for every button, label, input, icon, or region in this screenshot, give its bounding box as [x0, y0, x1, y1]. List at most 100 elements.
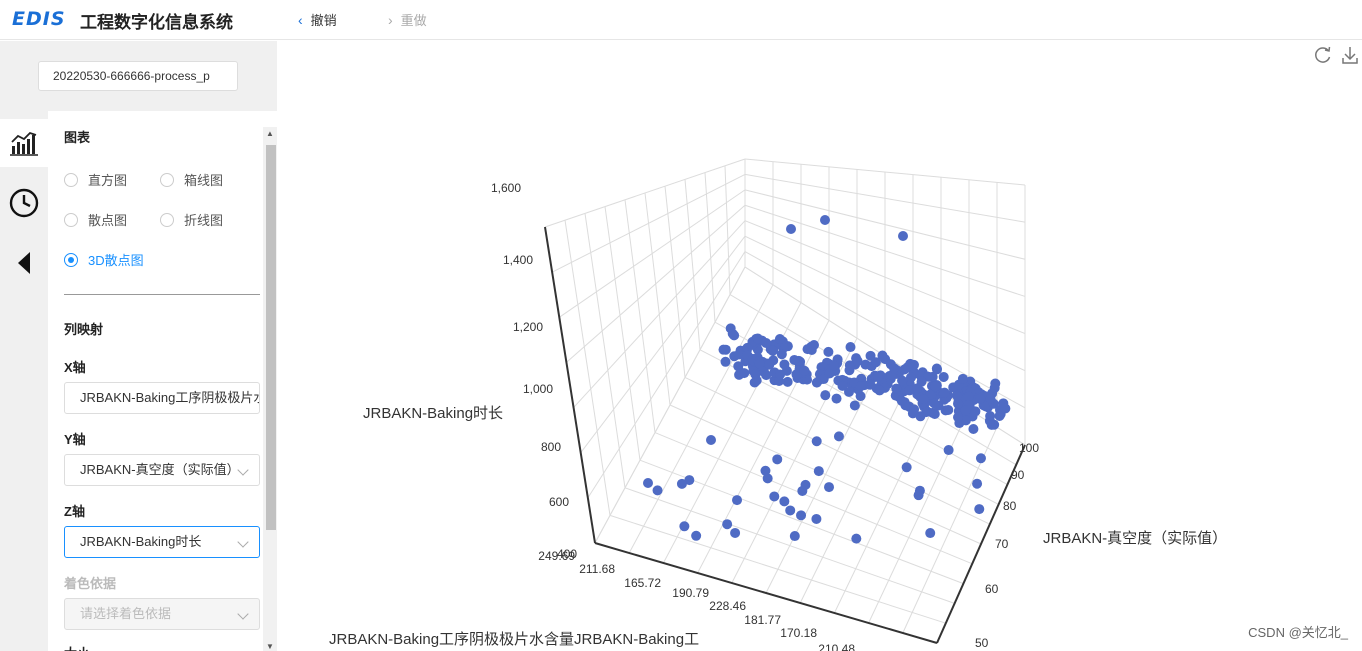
- radio-scatter[interactable]: 散点图: [64, 210, 127, 229]
- redo-button[interactable]: › 重做: [388, 10, 427, 29]
- data-point: [761, 338, 772, 349]
- z-axis-label: Z轴: [64, 504, 85, 519]
- grid-line: [704, 172, 716, 323]
- data-point: [980, 401, 991, 412]
- color-by-placeholder: 请选择着色依据: [80, 606, 172, 621]
- app-logo: EDIS: [12, 8, 66, 30]
- grid-line: [868, 409, 970, 624]
- data-point: [811, 377, 822, 388]
- data-point: [929, 408, 940, 419]
- size-label: 大小: [64, 643, 90, 651]
- x-tick-label: 181.77: [744, 613, 781, 627]
- grid-line: [714, 321, 1008, 486]
- radio-dot: [64, 212, 78, 227]
- z-tick-label: 1,000: [523, 382, 553, 396]
- grid-line: [724, 165, 731, 295]
- data-point: [733, 361, 744, 372]
- data-point: [891, 383, 902, 394]
- chart-tab[interactable]: [0, 119, 48, 167]
- y-axis-label: Y轴: [64, 432, 86, 447]
- y-tick-label: 60: [985, 582, 999, 596]
- data-point: [811, 513, 822, 524]
- radio-histogram[interactable]: 直方图: [64, 170, 127, 189]
- data-point: [691, 530, 702, 541]
- data-point: [789, 354, 800, 365]
- chevron-left-icon: ‹: [298, 12, 303, 28]
- divider: [64, 294, 260, 295]
- x-tick-label: 210.48: [818, 642, 855, 651]
- data-point: [733, 349, 744, 360]
- data-point: [729, 330, 740, 341]
- data-point: [972, 478, 983, 489]
- data-point: [904, 385, 915, 396]
- data-point: [813, 466, 824, 477]
- data-point: [754, 358, 765, 369]
- radio-label: 3D散点图: [88, 253, 144, 268]
- data-point: [970, 406, 981, 417]
- data-point: [953, 412, 964, 423]
- data-point: [1000, 403, 1011, 414]
- data-point: [930, 381, 941, 392]
- data-point: [975, 393, 986, 404]
- data-point: [870, 357, 881, 368]
- scroll-thumb[interactable]: [266, 145, 276, 530]
- 3d-scatter-plot[interactable]: 1,600 1,400 1,200 1,000 800 600 400 100 90 80 70 60…: [277, 41, 1362, 651]
- data-point: [769, 491, 780, 502]
- x-tick-label: 211.68: [579, 562, 615, 576]
- data-point: [844, 360, 855, 371]
- radio-label: 箱线图: [184, 173, 224, 188]
- z-axis-select[interactable]: JRBAKN-Baking时长: [64, 526, 260, 558]
- data-point: [809, 340, 819, 350]
- data-point: [752, 333, 763, 344]
- data-point: [889, 363, 900, 374]
- radio-label: 折线图: [184, 213, 224, 228]
- config-scrollbar[interactable]: ▲ ▼: [263, 127, 277, 651]
- x-tick-label: 190.79: [672, 586, 709, 600]
- x-axis-line: [594, 542, 938, 644]
- data-point: [774, 334, 785, 345]
- sidebar-icon-column: [0, 111, 48, 651]
- scroll-up-icon[interactable]: ▲: [266, 129, 274, 138]
- data-point: [939, 387, 950, 398]
- data-point: [824, 482, 835, 493]
- undo-label: 撤销: [310, 13, 337, 28]
- z-tick-label: 400: [557, 547, 577, 561]
- collapse-panel-button[interactable]: [0, 239, 48, 287]
- data-point: [730, 527, 741, 538]
- scroll-down-icon[interactable]: ▼: [266, 642, 274, 651]
- x-axis-label: X轴: [64, 360, 86, 375]
- y-axis-select[interactable]: JRBAKN-真空度（实际值）: [64, 454, 260, 486]
- left-panel: 20220530-666666-process_p: [0, 41, 277, 651]
- color-by-select[interactable]: 请选择着色依据: [64, 598, 260, 630]
- y-tick-label: 100: [1019, 441, 1039, 455]
- refresh-icon[interactable]: [1313, 45, 1333, 65]
- radio-label: 散点图: [88, 213, 128, 228]
- data-point: [779, 496, 790, 507]
- data-point: [985, 393, 996, 404]
- data-point: [960, 415, 971, 426]
- data-point: [786, 224, 796, 234]
- chevron-right-icon: ›: [388, 12, 393, 28]
- z-tick-label: 600: [549, 495, 569, 509]
- radio-boxplot[interactable]: 箱线图: [160, 170, 223, 189]
- data-point: [938, 371, 949, 382]
- x-axis-select[interactable]: JRBAKN-Baking工序阴极极片水含量: [64, 382, 260, 414]
- data-points: [643, 215, 1011, 544]
- data-point: [989, 382, 1000, 393]
- undo-button[interactable]: ‹ 撤销: [298, 10, 337, 29]
- app-title: 工程数字化信息系统: [80, 13, 233, 32]
- data-point: [720, 356, 731, 367]
- data-point: [684, 475, 695, 486]
- radio-3d-scatter[interactable]: 3D散点图: [64, 250, 144, 269]
- data-point: [643, 478, 653, 488]
- grid-line: [684, 376, 991, 525]
- download-icon[interactable]: [1340, 45, 1360, 65]
- data-point: [855, 381, 866, 392]
- radio-line[interactable]: 折线图: [160, 210, 223, 229]
- x-tick-label: 228.46: [709, 599, 746, 613]
- data-point: [849, 400, 860, 411]
- file-name-input[interactable]: 20220530-666666-process_p: [38, 61, 238, 91]
- data-point: [742, 342, 753, 353]
- history-tab[interactable]: [0, 179, 48, 227]
- history-clock-icon: [9, 188, 39, 218]
